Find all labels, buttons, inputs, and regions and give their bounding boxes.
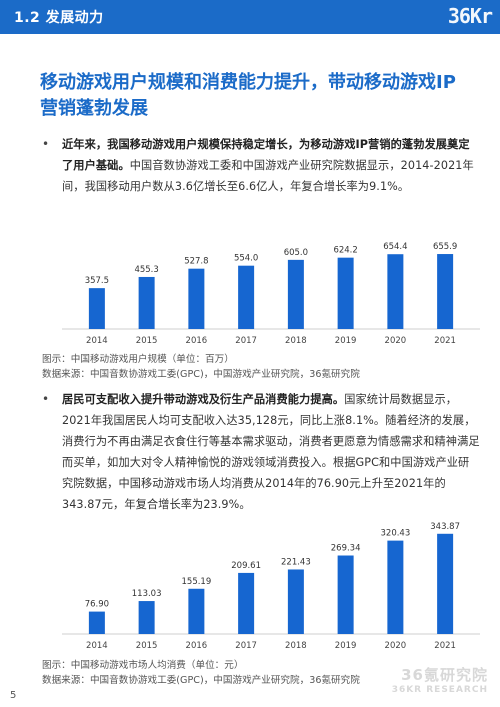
bar-2015	[138, 276, 155, 329]
data-label-2019: 269.34	[331, 544, 361, 554]
chart2-title: 图示：中国移动游戏市场人均消费（单位：元）	[42, 660, 244, 671]
x-tick-label-2021: 2021	[434, 641, 456, 651]
x-tick-label-2014: 2014	[86, 336, 108, 346]
data-label-2016: 527.8	[184, 257, 208, 267]
chart1-title: 图示：中国移动游戏用户规模（单位：百万）	[42, 354, 234, 365]
bar-2020	[387, 254, 404, 329]
bullet-icon: •	[42, 392, 50, 406]
data-label-2018: 221.43	[281, 557, 311, 567]
chart-user-scale: 357.5 2014 455.3 2015 527.8 2016 554.0 2017 605.…	[62, 232, 480, 346]
paragraph-body: 国家统计局数据显示，2021年我国居民人均可支配收入达35,128元，同比上涨8…	[62, 393, 480, 511]
x-tick-label-2017: 2017	[235, 336, 257, 346]
x-tick-label-2020: 2020	[385, 641, 407, 651]
x-tick-label-2018: 2018	[285, 641, 307, 651]
bar-2015	[138, 601, 155, 634]
bar-chart-user-scale: 357.5 2014 455.3 2015 527.8 2016 554.0 2017 605.…	[62, 242, 480, 346]
paragraph-user-growth: 近年来，我国移动游戏用户规模保持稳定增长，为移动游戏IP营销的蓬勃发展奠定了用户…	[62, 134, 480, 197]
x-tick-label-2016: 2016	[186, 641, 208, 651]
data-label-2020: 320.43	[381, 529, 411, 539]
page-headline: 移动游戏用户规模和消费能力提升，带动移动游戏IP营销蓬勃发展	[40, 72, 456, 119]
chart1-caption: 图示：中国移动游戏用户规模（单位：百万） 数据来源：中国音数协游戏工委(GPC)…	[42, 352, 360, 382]
paragraph-lead: 近年来，我国移动游戏用户规模保持稳定增长，为移动游戏IP营销的蓬勃发展奠定了用户…	[62, 138, 470, 172]
bar-2017	[238, 265, 255, 329]
x-tick-label-2020: 2020	[385, 336, 407, 346]
bar-2017	[238, 572, 255, 634]
data-label-2021: 655.9	[433, 242, 457, 252]
watermark-line2: 36KR RESEARCH	[391, 685, 488, 695]
watermark-line1: 36氪研究院	[401, 666, 488, 684]
data-label-2019: 624.2	[333, 246, 357, 256]
paragraph-consumption: 居民可支配收入提升带动游戏及衍生产品消费能力提高。国家统计局数据显示，2021年…	[62, 389, 480, 515]
bar-2014	[88, 288, 105, 329]
data-label-2014: 76.90	[85, 600, 109, 610]
data-label-2014: 357.5	[85, 276, 109, 286]
x-tick-label-2015: 2015	[136, 336, 158, 346]
paragraph-body: 中国音数协游戏工委和中国游戏产业研究院数据显示，2014-2021年间，我国移动…	[62, 159, 474, 193]
bar-2019	[337, 257, 354, 329]
section-header-bar: 1.2 发展动力 36Kr	[0, 0, 500, 34]
brand-logo: 36Kr	[447, 4, 493, 28]
bar-2020	[387, 540, 404, 634]
x-tick-label-2017: 2017	[235, 641, 257, 651]
chart2-caption: 图示：中国移动游戏市场人均消费（单位：元） 数据来源：中国音数协游戏工委(GPC…	[42, 658, 360, 688]
x-tick-label-2018: 2018	[285, 336, 307, 346]
data-label-2017: 554.0	[234, 254, 258, 264]
chart-per-capita-spend: 76.90 2014 113.03 2015 155.19 2016 209.61 2017 2…	[62, 516, 480, 651]
data-label-2015: 455.3	[134, 265, 158, 275]
bar-2016	[188, 268, 205, 329]
chart2-source: 数据来源：中国音数协游戏工委(GPC)，中国游戏产业研究院，36氪研究院	[42, 675, 360, 686]
bullet-icon: •	[42, 137, 50, 151]
data-label-2015: 113.03	[132, 589, 162, 599]
data-label-2018: 605.0	[284, 248, 308, 258]
data-label-2017: 209.61	[231, 561, 261, 571]
x-tick-label-2021: 2021	[434, 336, 456, 346]
section-title: 1.2 发展动力	[14, 10, 104, 26]
bar-2018	[287, 569, 304, 634]
bar-2014	[88, 611, 105, 634]
bar-2021	[437, 533, 454, 634]
watermark: 36氪研究院 36KR RESEARCH	[392, 664, 488, 695]
page-number: 5	[10, 690, 17, 701]
data-label-2020: 654.4	[383, 242, 407, 252]
paragraph-lead: 居民可支配收入提升带动游戏及衍生产品消费能力提高。	[62, 393, 345, 406]
x-tick-label-2015: 2015	[136, 641, 158, 651]
x-tick-label-2019: 2019	[335, 641, 357, 651]
bar-2018	[287, 259, 304, 329]
bar-chart-per-capita-spend: 76.90 2014 113.03 2015 155.19 2016 209.61 2017 2…	[62, 522, 480, 651]
data-label-2021: 343.87	[430, 522, 460, 532]
bar-2019	[337, 555, 354, 634]
x-tick-label-2019: 2019	[335, 336, 357, 346]
bar-2016	[188, 588, 205, 634]
chart1-source: 数据来源：中国音数协游戏工委(GPC)，中国游戏产业研究院，36氪研究院	[42, 369, 360, 380]
data-label-2016: 155.19	[182, 577, 212, 587]
x-tick-label-2016: 2016	[186, 336, 208, 346]
x-tick-label-2014: 2014	[86, 641, 108, 651]
bar-2021	[437, 254, 454, 329]
